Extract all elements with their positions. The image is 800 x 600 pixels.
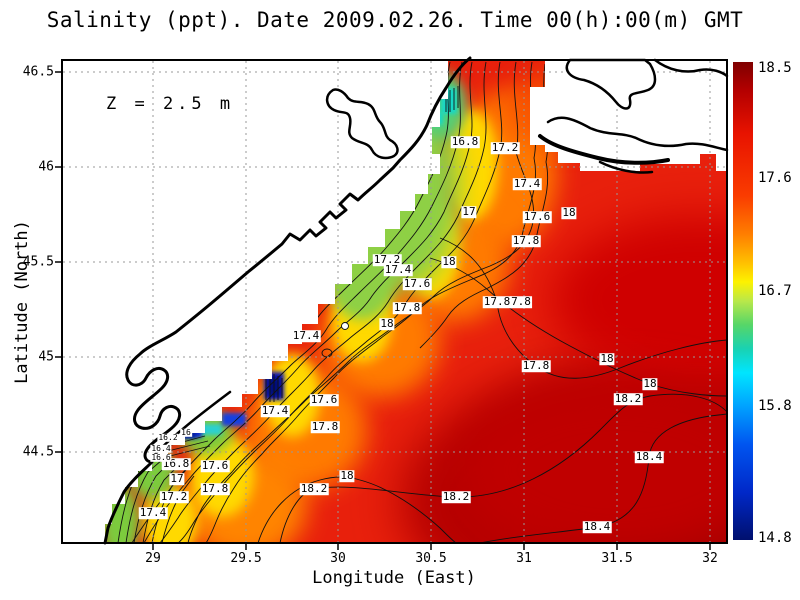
contour-label: 16.4 (150, 443, 172, 454)
y-tick-label: 45 (38, 349, 54, 365)
contour-label: 17.6 (402, 277, 432, 291)
contour-label: 18.2 (299, 482, 329, 496)
contour-label: 18 (339, 469, 355, 483)
contour-label: 17.8 (521, 359, 551, 373)
contour-label: 17.4 (260, 404, 290, 418)
contour-label: 17 (169, 472, 185, 486)
contour-label: 16.6 (150, 452, 172, 463)
x-tick-label: 30 (330, 551, 346, 566)
coastline (103, 56, 729, 545)
contour-label: 17.8 (482, 295, 512, 309)
contour-label: 16.2 (157, 432, 179, 443)
contour-label: 17.4 (291, 329, 321, 343)
colorbar (733, 62, 753, 540)
contour-label: 18.2 (613, 392, 643, 406)
x-tick-label: 30.5 (415, 551, 447, 566)
x-tick-label: 29 (145, 551, 161, 566)
contour-label: 17.6 (522, 210, 552, 224)
contour-label: 17.8 (511, 234, 541, 248)
colorbar-tick-label: 18.5 (758, 60, 792, 76)
x-tick-label: 32 (702, 551, 718, 566)
contour-label: 17.2 (159, 490, 189, 504)
plot-border (61, 59, 728, 544)
contour-label: 17.4 (138, 506, 168, 520)
contour-label: 17.4 (512, 177, 542, 191)
contour-label: 17.8 (310, 420, 340, 434)
contour-label: 17.4 (383, 263, 413, 277)
contour-label: 17.6 (200, 459, 230, 473)
x-tick-label: 31.5 (601, 551, 633, 566)
contour-label: 18.4 (634, 450, 664, 464)
x-tick-label: 31 (516, 551, 532, 566)
x-tick-label: 29.5 (230, 551, 262, 566)
contour-label: 17.8 (200, 482, 230, 496)
contour-label: 18 (599, 352, 615, 366)
contour-label: 16.8 (450, 135, 480, 149)
y-tick-label: 45.5 (22, 254, 54, 270)
contour-label: 17.2 (372, 253, 402, 267)
x-axis-label: Longitude (East) (312, 568, 476, 588)
contour-label: 17.6 (309, 393, 339, 407)
contour-label: 7.8 (510, 295, 532, 309)
contour-label: 17.2 (490, 141, 520, 155)
chart-title: Salinity (ppt). Date 2009.02.26. Time 00… (46, 8, 744, 32)
contour-label: 16 (180, 427, 192, 438)
depth-annotation: Z = 2.5 m (106, 94, 235, 114)
contour-label: 16.8 (161, 457, 191, 471)
y-tick-label: 46.5 (22, 64, 54, 80)
y-axis-label: Latitude (North) (12, 220, 32, 384)
contour-label: 18.4 (582, 520, 612, 534)
colorbar-tick-label: 16.7 (758, 283, 792, 299)
contour-label: 18 (561, 206, 577, 220)
y-tick-label: 44.5 (22, 444, 54, 460)
contour-label: 18 (441, 255, 457, 269)
colorbar-tick-label: 17.6 (758, 170, 792, 186)
contour-label: 18 (379, 317, 395, 331)
contour-label: 18 (642, 377, 658, 391)
colorbar-tick-label: 15.8 (758, 398, 792, 414)
colorbar-tick-label: 14.8 (758, 530, 792, 546)
y-tick-label: 46 (38, 159, 54, 175)
contour-label: 17.8 (392, 301, 422, 315)
contour-label: 18.2 (441, 490, 471, 504)
axis-ticks (55, 71, 711, 550)
contour-label: 17 (461, 205, 477, 219)
